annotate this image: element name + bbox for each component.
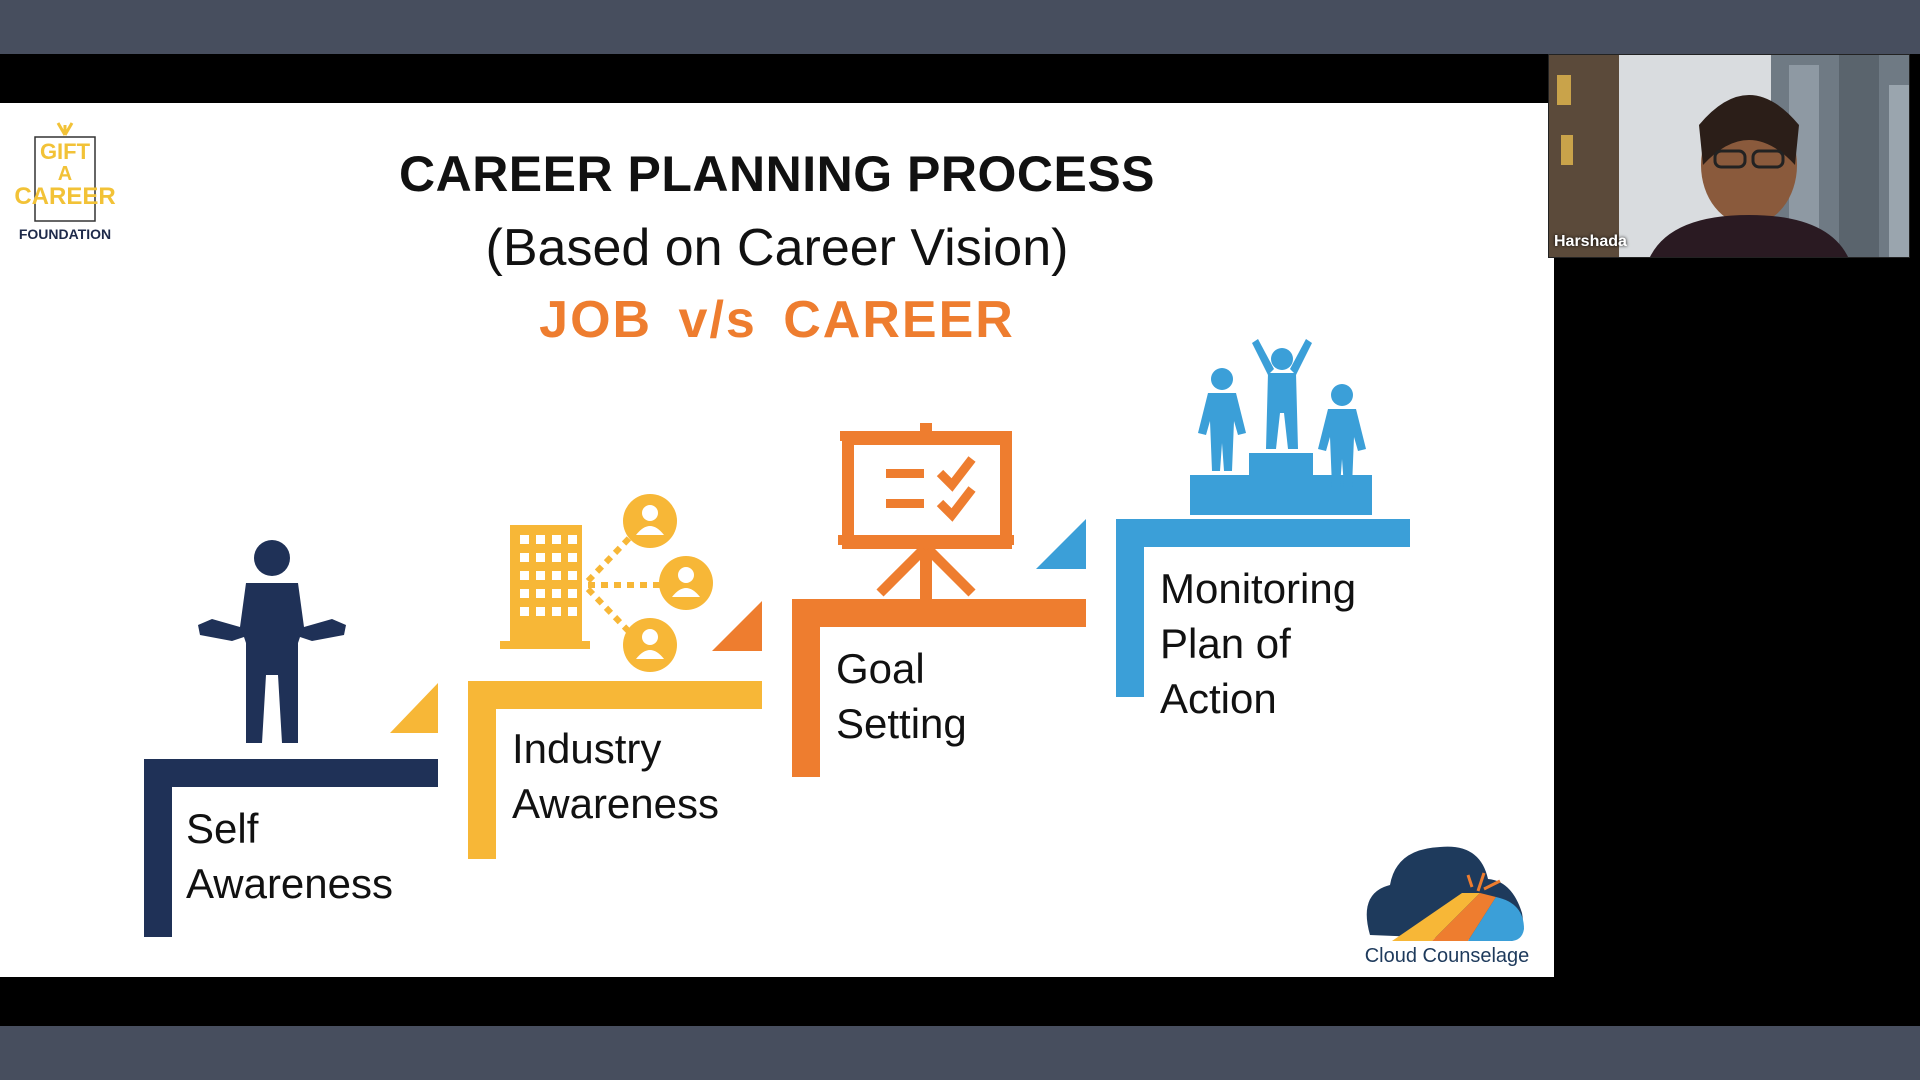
step-label-self-awareness: Self Awareness [186,805,394,907]
step-label-industry-awareness: Industry Awareness [512,725,720,827]
shared-slide: GIFT A CAREER FOUNDATION CAREER PLANNING… [0,103,1554,977]
slide-graphics [144,339,1524,941]
slide-highlight: JOB v/s CAREER [539,291,1015,349]
podium-winners-icon [1190,339,1372,515]
participant-video-tile[interactable]: Harshada [1548,54,1910,258]
slide-title: CAREER PLANNING PROCESS [398,146,1156,202]
gift-box-icon [34,122,96,222]
step-industry-awareness-shape [468,601,762,859]
step-goal-setting-shape [792,519,1086,777]
meeting-bottom-bar [0,1026,1920,1080]
step-label-monitoring: Monitoring Plan of Action [1160,565,1357,722]
slide-subtitle: (Based on Career Vision) [485,219,1069,277]
step-self-awareness-shape [144,683,438,937]
participant-video-feed [1549,55,1909,257]
gift-a-career-logo: GIFT A CAREER FOUNDATION [10,115,120,245]
logo-text-foundation: FOUNDATION [18,226,112,242]
step-monitoring-shape [1116,519,1410,697]
step-label-goal-setting: Goal Setting [836,645,967,747]
meeting-top-bar [0,0,1920,54]
presentation-board-icon [838,423,1014,599]
person-shrug-icon [198,540,346,743]
logo-text-gift: GIFT [39,139,91,164]
participant-name: Harshada [1554,233,1627,250]
logo-text-career: CAREER [14,183,116,210]
building-network-icon [500,494,713,672]
cloud-counselage-label: Cloud Counselage [1364,945,1530,967]
logo-text-a: A [57,163,73,185]
cloud-counselage-logo [1366,846,1524,941]
